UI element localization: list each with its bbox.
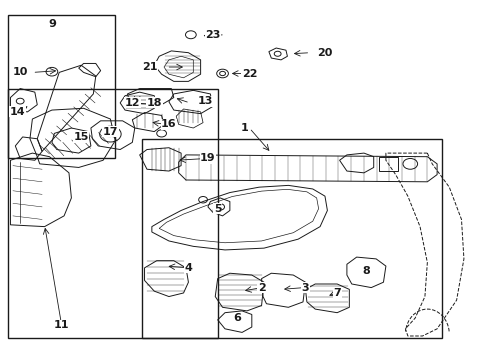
Text: 21: 21 (142, 62, 157, 72)
Text: 8: 8 (362, 266, 369, 276)
Text: 14: 14 (10, 107, 25, 117)
Text: 9: 9 (48, 19, 56, 29)
Text: 5: 5 (213, 204, 221, 214)
Text: 16: 16 (161, 120, 176, 129)
Bar (8, 15, 115, 158)
Text: 22: 22 (241, 69, 257, 79)
Text: 17: 17 (102, 127, 118, 136)
Bar (8, 89, 217, 338)
Bar (142, 139, 441, 338)
Text: 13: 13 (198, 96, 213, 106)
Text: 3: 3 (301, 283, 308, 293)
Text: 4: 4 (184, 263, 192, 273)
Text: 20: 20 (317, 48, 332, 58)
Text: 9: 9 (48, 19, 56, 29)
Text: 2: 2 (257, 283, 265, 293)
Text: 11: 11 (54, 320, 69, 330)
Text: 10: 10 (13, 67, 28, 77)
Text: 23: 23 (204, 30, 220, 40)
Text: 19: 19 (200, 153, 215, 163)
Text: 6: 6 (233, 313, 241, 323)
Text: 1: 1 (240, 123, 248, 133)
Text: 15: 15 (73, 132, 89, 142)
Text: 18: 18 (146, 98, 162, 108)
Text: 12: 12 (124, 98, 140, 108)
Text: 7: 7 (333, 288, 340, 298)
Bar (378, 157, 397, 171)
